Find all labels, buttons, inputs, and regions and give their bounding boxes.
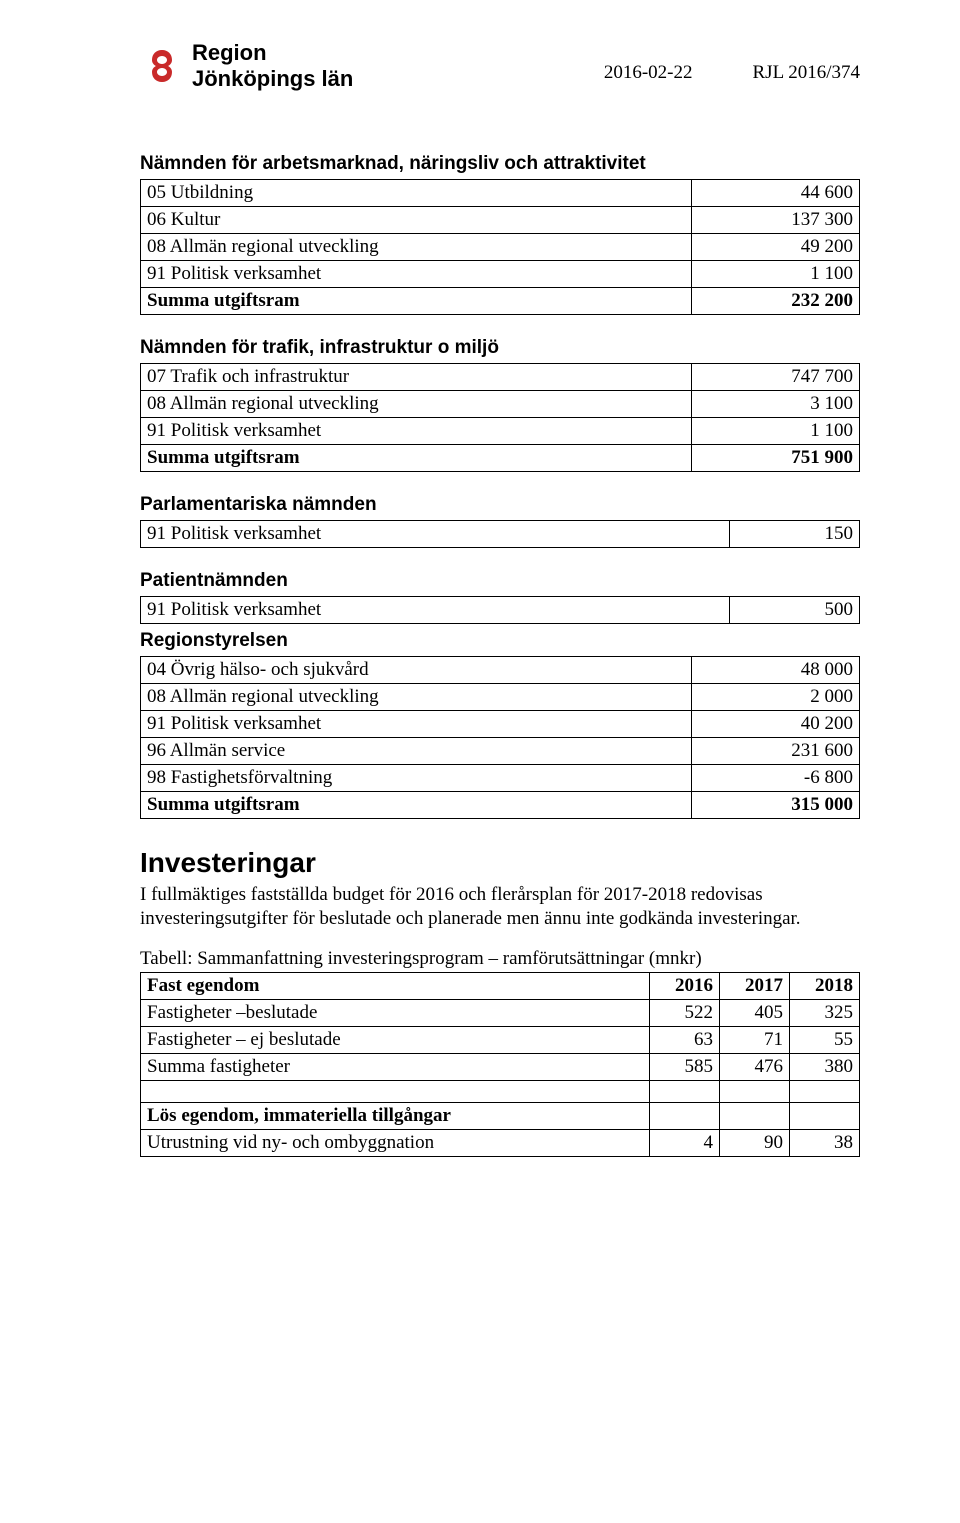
- table-4: 04 Övrig hälso- och sjukvård48 000 08 Al…: [140, 656, 860, 819]
- invest-body: I fullmäktiges fastställda budget för 20…: [140, 883, 860, 931]
- table-row: Summa utgiftsram751 900: [141, 444, 860, 471]
- table-spacer-row: [141, 1081, 860, 1103]
- table-1: 07 Trafik och infrastruktur747 700 08 Al…: [140, 363, 860, 472]
- col-2018: 2018: [790, 973, 860, 1000]
- table-2: 91 Politisk verksamhet150: [140, 520, 860, 548]
- section-title-4: Regionstyrelsen: [140, 630, 860, 652]
- col-fast-egendom: Fast egendom: [141, 973, 650, 1000]
- table-subheader-row: Lös egendom, immateriella tillgångar: [141, 1103, 860, 1130]
- table-row: 08 Allmän regional utveckling3 100: [141, 390, 860, 417]
- table-row: 91 Politisk verksamhet500: [141, 596, 860, 623]
- invest-heading: Investeringar: [140, 847, 860, 879]
- section-title-0: Nämnden för arbetsmarknad, näringsliv oc…: [140, 153, 860, 175]
- table-header-row: Fast egendom 2016 2017 2018: [141, 973, 860, 1000]
- table-row: Summa utgiftsram232 200: [141, 287, 860, 314]
- header-docref: RJL 2016/374: [753, 62, 861, 84]
- region-logo-icon: [140, 44, 184, 88]
- table-row: 05 Utbildning44 600: [141, 179, 860, 206]
- table-row: Fastigheter – ej beslutade 63 71 55: [141, 1027, 860, 1054]
- table-0: 05 Utbildning44 600 06 Kultur137 300 08 …: [140, 179, 860, 315]
- header-meta: 2016-02-22 RJL 2016/374: [604, 40, 860, 84]
- section-title-1: Nämnden för trafik, infrastruktur o milj…: [140, 337, 860, 359]
- logo-text: Region Jönköpings län: [192, 40, 353, 93]
- col-2017: 2017: [720, 973, 790, 1000]
- header-date: 2016-02-22: [604, 62, 693, 84]
- logo-line1: Region: [192, 40, 353, 66]
- table-row: 08 Allmän regional utveckling2 000: [141, 683, 860, 710]
- table-row: 06 Kultur137 300: [141, 206, 860, 233]
- logo-line2: Jönköpings län: [192, 66, 353, 92]
- table-row: 91 Politisk verksamhet1 100: [141, 260, 860, 287]
- table-row: 96 Allmän service231 600: [141, 737, 860, 764]
- table-row: Summa fastigheter 585 476 380: [141, 1054, 860, 1081]
- table-3: 91 Politisk verksamhet500: [140, 596, 860, 624]
- table-row: 91 Politisk verksamhet1 100: [141, 417, 860, 444]
- table-row: 91 Politisk verksamhet40 200: [141, 710, 860, 737]
- invest-table: Fast egendom 2016 2017 2018 Fastigheter …: [140, 972, 860, 1157]
- table-row: 04 Övrig hälso- och sjukvård48 000: [141, 656, 860, 683]
- table-row: 91 Politisk verksamhet150: [141, 520, 860, 547]
- section-title-3: Patientnämnden: [140, 570, 860, 592]
- table-row: 08 Allmän regional utveckling49 200: [141, 233, 860, 260]
- section-title-2: Parlamentariska nämnden: [140, 494, 860, 516]
- logo-block: Region Jönköpings län: [140, 40, 353, 93]
- table-row: Fastigheter –beslutade 522 405 325: [141, 1000, 860, 1027]
- invest-caption: Tabell: Sammanfattning investeringsprogr…: [140, 948, 860, 970]
- table-row: Utrustning vid ny- och ombyggnation 4 90…: [141, 1130, 860, 1157]
- table-row: 98 Fastighetsförvaltning-6 800: [141, 764, 860, 791]
- page: Region Jönköpings län 2016-02-22 RJL 201…: [0, 0, 960, 1197]
- page-header: Region Jönköpings län 2016-02-22 RJL 201…: [140, 40, 860, 93]
- table-row: 07 Trafik och infrastruktur747 700: [141, 363, 860, 390]
- col-2016: 2016: [650, 973, 720, 1000]
- table-row: Summa utgiftsram315 000: [141, 791, 860, 818]
